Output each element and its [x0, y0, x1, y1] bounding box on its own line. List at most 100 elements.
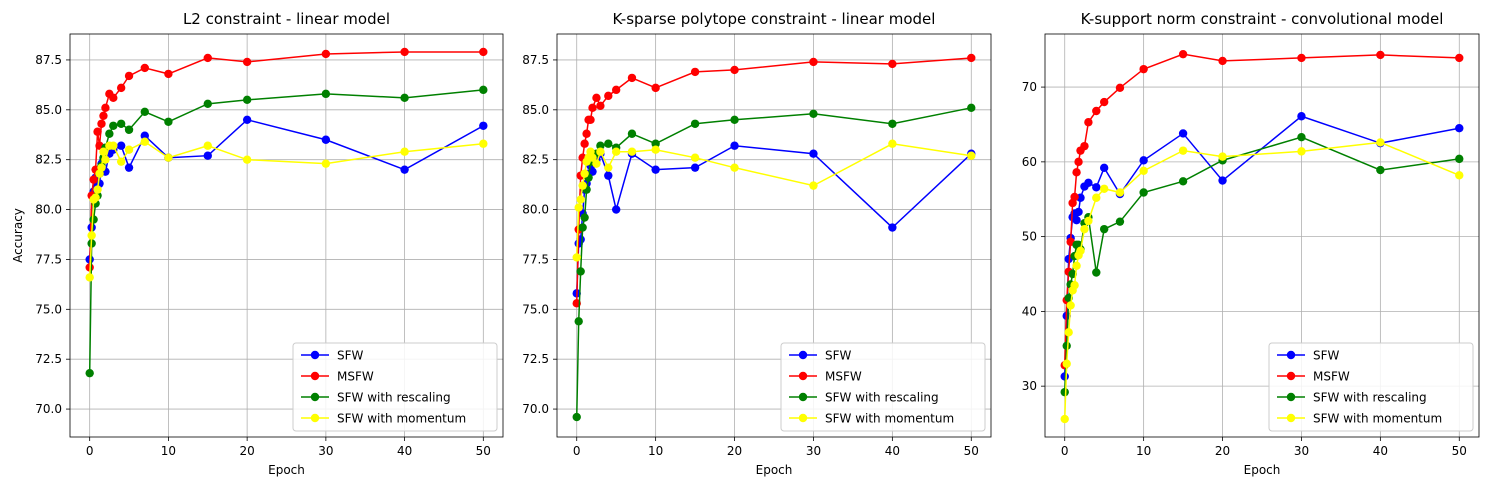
y-tick-label: 87.5 — [35, 53, 62, 67]
data-point — [967, 103, 976, 113]
y-tick-label: 87.5 — [522, 53, 549, 67]
data-point — [1072, 261, 1081, 270]
data-point — [1178, 129, 1188, 138]
legend-marker — [1286, 413, 1296, 423]
chart-title: L2 constraint - linear model — [183, 10, 390, 28]
data-point — [203, 141, 212, 150]
x-tick-label: 0 — [573, 444, 581, 458]
data-point — [888, 139, 897, 148]
data-point — [400, 147, 409, 156]
legend-label: SFW with momentum — [1313, 412, 1442, 426]
data-point — [140, 107, 149, 117]
legend-marker — [1286, 350, 1296, 360]
chart-panel-3: 0 10 20 30 40 50 30 40 50 60 70 K-support norm cons… — [1022, 10, 1480, 477]
data-point — [85, 273, 94, 282]
data-point — [164, 153, 173, 162]
x-tick-label: 20 — [727, 444, 742, 458]
data-point — [116, 157, 126, 166]
data-point — [242, 115, 252, 124]
legend-label: SFW — [825, 349, 852, 363]
x-tick-label: 50 — [964, 444, 979, 458]
data-point — [1074, 157, 1083, 167]
y-tick-label: 75.0 — [35, 302, 62, 316]
x-tick-label: 20 — [1215, 444, 1230, 458]
x-tick-label: 30 — [806, 444, 821, 458]
x-tick-label: 10 — [161, 444, 176, 458]
series-line — [575, 144, 972, 294]
x-tick-label: 10 — [648, 444, 663, 458]
data-point — [1072, 168, 1081, 177]
data-point — [730, 163, 739, 172]
data-point — [1178, 177, 1188, 186]
data-point — [572, 412, 581, 422]
chart-panel-1: 0 10 20 30 40 50 70.0 72.5 75.0 77.5 80.0 82.5 85.0 8… — [11, 10, 504, 477]
data-point — [1084, 118, 1093, 127]
data-point — [1376, 138, 1385, 147]
data-point — [1092, 193, 1101, 202]
data-point — [321, 89, 331, 99]
data-point — [1455, 124, 1464, 133]
data-point — [93, 127, 102, 136]
data-point — [592, 159, 601, 168]
data-point — [580, 169, 589, 178]
legend-box — [292, 342, 498, 432]
legend-label: MSFW — [337, 370, 374, 384]
data-point — [321, 159, 331, 168]
legend-box — [1268, 342, 1474, 432]
legend-marker — [310, 392, 320, 402]
legend: SFW MSFW SFW with rescaling SFW with moment… — [1268, 342, 1474, 432]
data-point — [124, 145, 134, 154]
series-line — [1063, 53, 1460, 366]
data-point — [400, 47, 409, 57]
y-tick-label: 82.5 — [35, 153, 62, 167]
axes-frame — [1044, 33, 1480, 438]
data-point — [627, 73, 637, 83]
data-point — [596, 141, 605, 150]
x-axis-label: Epoch — [756, 463, 793, 477]
legend-marker — [1286, 371, 1296, 381]
data-point — [124, 71, 134, 81]
data-point — [730, 65, 739, 75]
x-tick-label: 0 — [1061, 444, 1069, 458]
legend-marker — [310, 350, 320, 360]
data-point — [690, 67, 700, 77]
data-point — [89, 215, 98, 224]
data-point — [580, 213, 589, 222]
data-point — [109, 121, 118, 130]
y-tick-label: 70.0 — [522, 402, 549, 416]
data-point — [576, 195, 585, 204]
data-point — [604, 171, 613, 180]
data-point — [809, 109, 818, 119]
data-point — [1115, 188, 1125, 197]
data-point — [400, 93, 409, 103]
data-point — [1092, 268, 1101, 277]
legend-box — [780, 342, 986, 432]
data-point — [888, 59, 897, 69]
legend-label: SFW with momentum — [825, 412, 954, 426]
series-sfw-with-momentum — [85, 137, 488, 282]
data-point — [690, 119, 700, 128]
data-point — [99, 147, 108, 156]
legend-label: MSFW — [825, 370, 862, 384]
data-point — [97, 119, 106, 128]
data-point — [1099, 184, 1109, 193]
data-point — [93, 185, 102, 194]
data-point — [1060, 387, 1069, 397]
data-point — [101, 103, 110, 113]
data-point — [116, 141, 126, 150]
legend-label: MSFW — [1313, 370, 1350, 384]
data-point — [203, 53, 212, 63]
data-point — [627, 129, 637, 138]
y-tick-label: 30 — [1022, 379, 1037, 393]
legend: SFW MSFW SFW with rescaling SFW with moment… — [780, 342, 986, 432]
data-point — [479, 85, 488, 95]
data-point — [1080, 141, 1089, 151]
series-line — [575, 142, 972, 258]
data-point — [809, 181, 818, 190]
data-point — [85, 368, 94, 378]
x-axis-label: Epoch — [268, 463, 305, 477]
data-point — [105, 129, 114, 138]
chart-title: K-support norm constraint - convolutiona… — [1081, 10, 1444, 28]
data-point — [1455, 171, 1464, 180]
x-tick-label: 50 — [1452, 444, 1467, 458]
